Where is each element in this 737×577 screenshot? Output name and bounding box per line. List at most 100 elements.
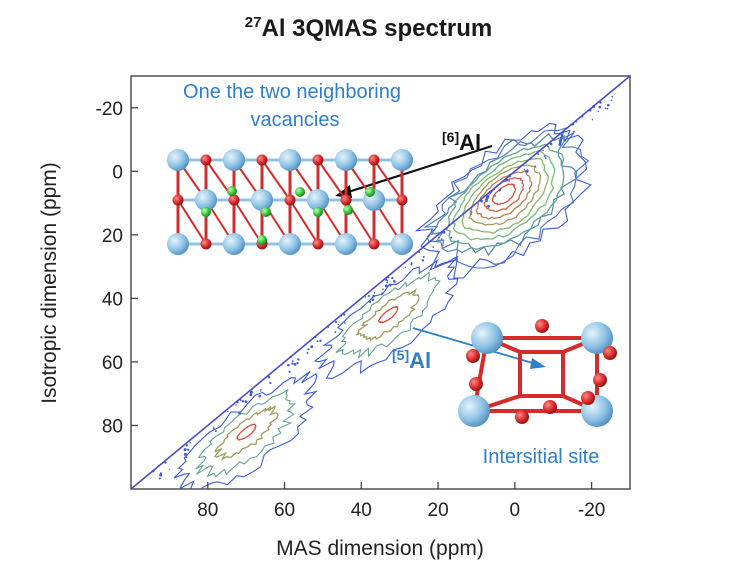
noise-speck — [267, 375, 271, 379]
al-atom — [195, 189, 217, 211]
noise-speck — [513, 184, 515, 186]
al-atom — [471, 322, 503, 354]
o-atom — [228, 194, 240, 206]
o-atom — [396, 194, 408, 206]
o-atom — [312, 154, 324, 166]
al5-arrowhead — [530, 358, 546, 369]
contour-layer — [151, 95, 614, 489]
noise-speck — [159, 473, 163, 477]
interstitial-structure-inset — [458, 319, 617, 427]
noise-speck — [319, 339, 322, 342]
x-tick-label: 0 — [510, 500, 521, 521]
o-atom — [340, 194, 352, 206]
contour-line — [377, 305, 399, 324]
noise-speck — [343, 313, 346, 316]
bond — [373, 159, 403, 201]
noise-speck — [572, 130, 575, 133]
al-atom — [279, 149, 301, 171]
o-atom — [368, 154, 380, 166]
noise-speck — [599, 101, 602, 104]
noise-speck — [389, 284, 392, 287]
noise-speck — [291, 362, 294, 365]
y-tick-label: 20 — [102, 226, 123, 247]
contour-line — [236, 423, 257, 441]
noise-speck — [260, 389, 262, 391]
noise-speck — [373, 291, 376, 294]
contour-line — [313, 255, 459, 380]
contour-line — [430, 132, 578, 257]
noise-speck — [364, 296, 367, 298]
noise-speck — [422, 256, 425, 258]
al6-arrowhead — [335, 185, 352, 198]
noise-speck — [164, 461, 167, 464]
o-atom — [200, 238, 212, 250]
o-atom — [581, 391, 595, 405]
noise-speck — [598, 105, 602, 109]
vacancy-atom — [295, 187, 305, 197]
y-tick-label: 0 — [112, 162, 123, 183]
noise-speck — [606, 107, 609, 110]
noise-speck — [537, 153, 540, 156]
noise-speck — [227, 410, 229, 413]
noise-speck — [384, 284, 388, 288]
al6-label: [6]Al — [442, 129, 481, 155]
chart-title: 27Al 3QMAS spectrum — [244, 14, 493, 42]
noise-speck — [169, 468, 171, 470]
contour-line — [423, 127, 590, 269]
bond — [233, 199, 263, 245]
noise-speck — [508, 179, 510, 182]
o-atom — [469, 377, 483, 391]
noise-speck — [494, 195, 496, 197]
noise-speck — [547, 145, 549, 148]
noise-speck — [297, 358, 300, 361]
noise-speck — [391, 276, 394, 280]
noise-speck — [306, 352, 309, 354]
noise-speck — [241, 400, 245, 403]
noise-speck — [486, 196, 489, 200]
noise-speck — [334, 331, 337, 334]
o-atom — [368, 238, 380, 250]
noise-speck — [543, 155, 546, 158]
vacancy-caption-line2: vacancies — [251, 109, 340, 131]
noise-speck — [597, 110, 599, 113]
noise-speck — [386, 281, 389, 284]
noise-speck — [244, 400, 248, 403]
al-atom — [458, 395, 490, 427]
noise-speck — [470, 211, 473, 213]
vacancy-atom — [343, 205, 353, 215]
noise-speck — [470, 213, 473, 215]
noise-speck — [186, 448, 190, 451]
o-atom — [284, 194, 296, 206]
noise-speck — [558, 142, 562, 146]
contour-line — [451, 150, 556, 241]
o-atom — [543, 400, 557, 414]
noise-speck — [185, 444, 188, 447]
x-axis: 80 60 40 20 0 -20 — [197, 482, 605, 521]
bond — [177, 199, 207, 245]
noise-speck — [368, 300, 372, 304]
noise-speck — [534, 165, 537, 168]
noise-speck — [450, 236, 453, 239]
contour-line — [491, 183, 517, 206]
noise-speck — [591, 118, 594, 121]
noise-speck — [381, 292, 383, 294]
vacancy-structure-inset — [167, 149, 413, 255]
noise-speck — [604, 107, 607, 110]
noise-speck — [260, 390, 262, 392]
noise-speck — [499, 188, 501, 191]
contour-line — [195, 388, 296, 478]
noise-speck — [249, 393, 253, 397]
noise-speck — [485, 199, 488, 203]
noise-speck — [544, 157, 547, 160]
x-axis-label: MAS dimension (ppm) — [276, 537, 484, 560]
al-atom — [391, 149, 413, 171]
noise-speck — [438, 236, 441, 239]
al6-arrow — [344, 144, 493, 195]
noise-speck — [409, 271, 411, 273]
noise-speck — [542, 149, 544, 152]
contour-line — [461, 157, 549, 235]
noise-speck — [343, 322, 346, 324]
contour-line — [335, 271, 441, 360]
contour-line — [355, 288, 420, 342]
